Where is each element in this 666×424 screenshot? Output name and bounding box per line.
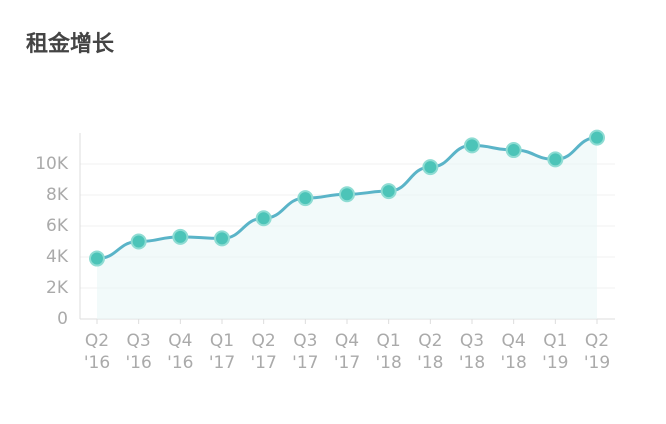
- x-tick-label: Q4 '17: [333, 331, 361, 373]
- x-tick-label: Q2 '17: [250, 331, 277, 373]
- x-tick-label: Q1 '17: [208, 331, 236, 373]
- point: [214, 230, 230, 247]
- point: [89, 250, 105, 267]
- chart-title: 租金增长: [26, 32, 115, 57]
- y-tick-label: 10K: [35, 154, 69, 174]
- x-tick-label: Q3 '18: [458, 331, 486, 373]
- point: [422, 159, 439, 176]
- x-tick-label: Q4 '18: [500, 331, 527, 373]
- x-tick-label: Q2 '19: [583, 331, 611, 373]
- point: [172, 228, 189, 245]
- x-tick-label: Q2 '18: [417, 331, 444, 373]
- point: [297, 190, 314, 207]
- y-tick-label: 0: [57, 309, 68, 329]
- x-tick-label: Q1 '19: [542, 331, 569, 373]
- y-tick-label: 6K: [46, 216, 69, 236]
- x-tick-label: Q2 '16: [83, 331, 111, 373]
- point: [380, 183, 397, 200]
- x-tick-label: Q1 '18: [375, 331, 402, 373]
- point: [505, 142, 522, 159]
- y-tick-label: 4K: [46, 247, 69, 267]
- point: [589, 129, 605, 146]
- x-tick-label: Q3 '16: [125, 331, 152, 373]
- point: [464, 137, 480, 154]
- point: [547, 151, 564, 168]
- point: [130, 233, 147, 250]
- x-tick-label: Q4 '16: [167, 331, 194, 373]
- point: [339, 186, 355, 203]
- y-tick-label: 2K: [46, 278, 69, 298]
- point: [255, 210, 272, 227]
- y-tick-label: 8K: [46, 185, 69, 205]
- area: [97, 137, 597, 319]
- x-tick-label: Q3 '17: [292, 331, 319, 373]
